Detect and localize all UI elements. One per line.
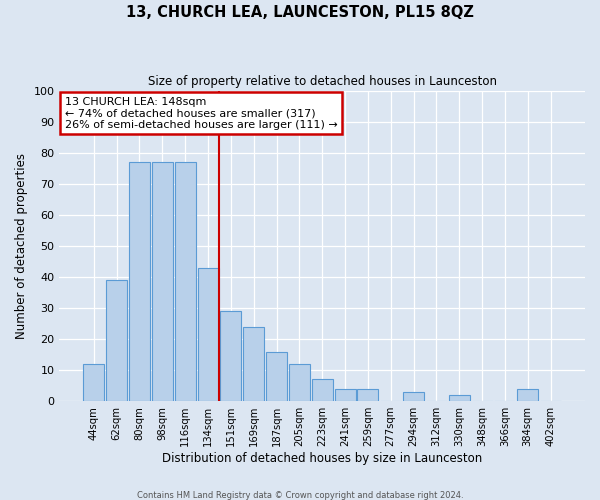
Text: Contains HM Land Registry data © Crown copyright and database right 2024.: Contains HM Land Registry data © Crown c… [137, 490, 463, 500]
Bar [106, 280, 127, 401]
Bar [312, 380, 333, 401]
Bar [266, 352, 287, 401]
Text: 13 CHURCH LEA: 148sqm
← 74% of detached houses are smaller (317)
26% of semi-det: 13 CHURCH LEA: 148sqm ← 74% of detached … [65, 97, 337, 130]
Bar [449, 395, 470, 401]
Title: Size of property relative to detached houses in Launceston: Size of property relative to detached ho… [148, 75, 497, 88]
Bar [129, 162, 150, 401]
Bar [197, 268, 218, 401]
Bar [243, 326, 264, 401]
Bar [152, 162, 173, 401]
Bar [358, 389, 379, 401]
X-axis label: Distribution of detached houses by size in Launceston: Distribution of detached houses by size … [162, 452, 482, 465]
Bar [220, 311, 241, 401]
Bar [335, 389, 356, 401]
Bar [517, 389, 538, 401]
Text: 13, CHURCH LEA, LAUNCESTON, PL15 8QZ: 13, CHURCH LEA, LAUNCESTON, PL15 8QZ [126, 5, 474, 20]
Bar [289, 364, 310, 401]
Bar [175, 162, 196, 401]
Bar [83, 364, 104, 401]
Y-axis label: Number of detached properties: Number of detached properties [15, 153, 28, 339]
Bar [403, 392, 424, 401]
